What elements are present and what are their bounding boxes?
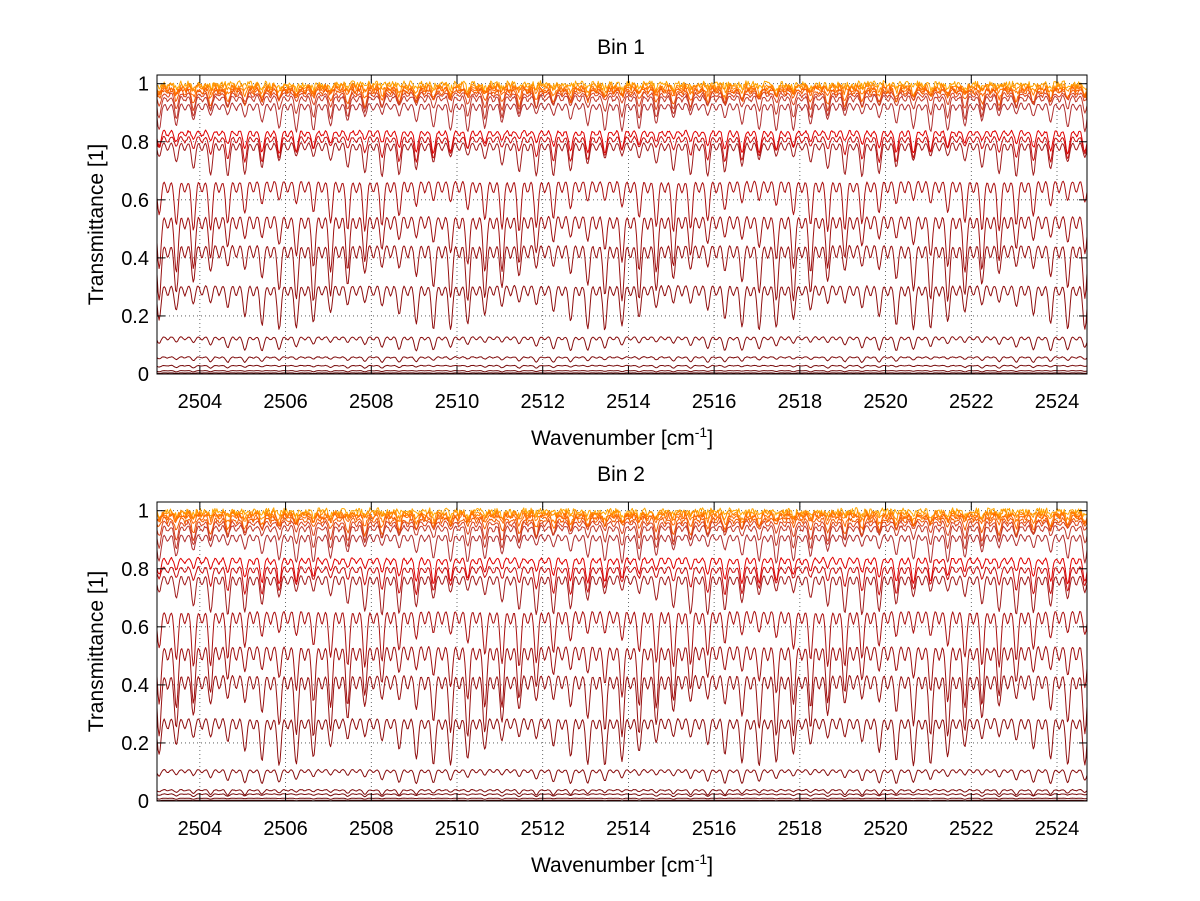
axes-frame (156, 74, 1088, 375)
series-line (156, 516, 1088, 538)
x-tick-label: 2512 (520, 391, 565, 413)
series-line (156, 797, 1088, 800)
x-tick-label: 2510 (435, 818, 480, 840)
y-tick-label: 0.8 (121, 132, 149, 154)
y-tick-label: 0.8 (121, 559, 149, 581)
series-line (156, 556, 1088, 585)
y-tick-label: 0.2 (121, 306, 149, 328)
y-tick-label: 0.2 (121, 733, 149, 755)
series-line (156, 610, 1088, 668)
y-tick-label: 0 (138, 364, 149, 386)
series-line (156, 788, 1088, 796)
x-tick-label: 2508 (349, 818, 394, 840)
series-line (156, 83, 1088, 102)
series-line (156, 793, 1088, 798)
x-axis-label: Wavenumber [cm-1] (531, 424, 713, 450)
series-line (156, 135, 1088, 163)
series-line (156, 717, 1088, 767)
x-tick-label: 2520 (863, 391, 908, 413)
series-line (156, 88, 1088, 109)
series-line (156, 102, 1088, 133)
series-line (156, 142, 1088, 178)
x-axis-label: Wavenumber [cm-1] (531, 851, 713, 877)
axes-frame (156, 501, 1088, 802)
spectra-traces (156, 80, 1088, 374)
x-tick-label: 2508 (349, 391, 394, 413)
y-tick-label: 0.4 (121, 675, 149, 697)
series-line (156, 364, 1088, 369)
series-line (156, 180, 1088, 232)
x-tick-label: 2518 (778, 818, 823, 840)
series-line (156, 533, 1088, 564)
y-tick-label: 1 (138, 74, 149, 96)
x-tick-label: 2520 (863, 818, 908, 840)
series-line (156, 215, 1088, 273)
x-tick-label: 2516 (692, 818, 737, 840)
x-tick-label: 2514 (606, 818, 651, 840)
x-tick-label: 2504 (178, 818, 223, 840)
y-tick-label: 0.6 (121, 617, 149, 639)
series-line (156, 80, 1088, 94)
series-line (156, 645, 1088, 709)
x-tick-label: 2522 (949, 391, 994, 413)
series-line (156, 336, 1088, 352)
series-line (156, 244, 1088, 302)
x-tick-label: 2524 (1035, 391, 1080, 413)
chart-title: Bin 2 (597, 463, 645, 486)
chart-panel-bin-2: Bin 2 2504 2506 2508 2510 2512 2514 2516 2518 25… (85, 463, 1088, 877)
series-line (156, 524, 1088, 550)
series-line (156, 94, 1088, 120)
series-line (156, 674, 1088, 738)
x-tick-label: 2506 (263, 391, 308, 413)
y-tick-label: 1 (138, 501, 149, 523)
series-line (156, 284, 1088, 331)
axis-ticks: 2504 2506 2508 2510 2512 2514 2516 2518 2520 2522… (121, 74, 1087, 413)
x-tick-label: 2504 (178, 391, 223, 413)
chart-panel-bin-1: Bin 1 2504 2506 2508 2510 2512 2514 2516 2518 25… (85, 36, 1088, 450)
y-tick-label: 0.6 (121, 190, 149, 212)
x-tick-label: 2522 (949, 818, 994, 840)
y-axis-label: Transmittance [1] (85, 571, 108, 732)
x-tick-label: 2506 (263, 818, 308, 840)
series-line (156, 372, 1088, 374)
series-line (156, 91, 1088, 112)
chart-title: Bin 1 (597, 36, 645, 59)
series-line (156, 768, 1088, 785)
spectra-traces (156, 507, 1088, 802)
y-tick-label: 0 (138, 791, 149, 813)
y-axis-label: Transmittance [1] (85, 144, 108, 305)
x-tick-label: 2518 (778, 391, 823, 413)
x-tick-label: 2524 (1035, 818, 1080, 840)
series-line (156, 356, 1088, 363)
series-line (156, 513, 1088, 532)
x-tick-label: 2516 (692, 391, 737, 413)
x-tick-label: 2514 (606, 391, 651, 413)
series-line (156, 370, 1088, 373)
x-tick-label: 2512 (520, 818, 565, 840)
grid-lines (157, 75, 1087, 375)
y-tick-label: 0.4 (121, 248, 149, 270)
x-tick-label: 2510 (435, 391, 480, 413)
series-line (156, 565, 1088, 596)
axis-ticks: 2504 2506 2508 2510 2512 2514 2516 2518 2520 2522… (121, 501, 1087, 840)
series-line (156, 575, 1088, 616)
series-line (156, 520, 1088, 543)
